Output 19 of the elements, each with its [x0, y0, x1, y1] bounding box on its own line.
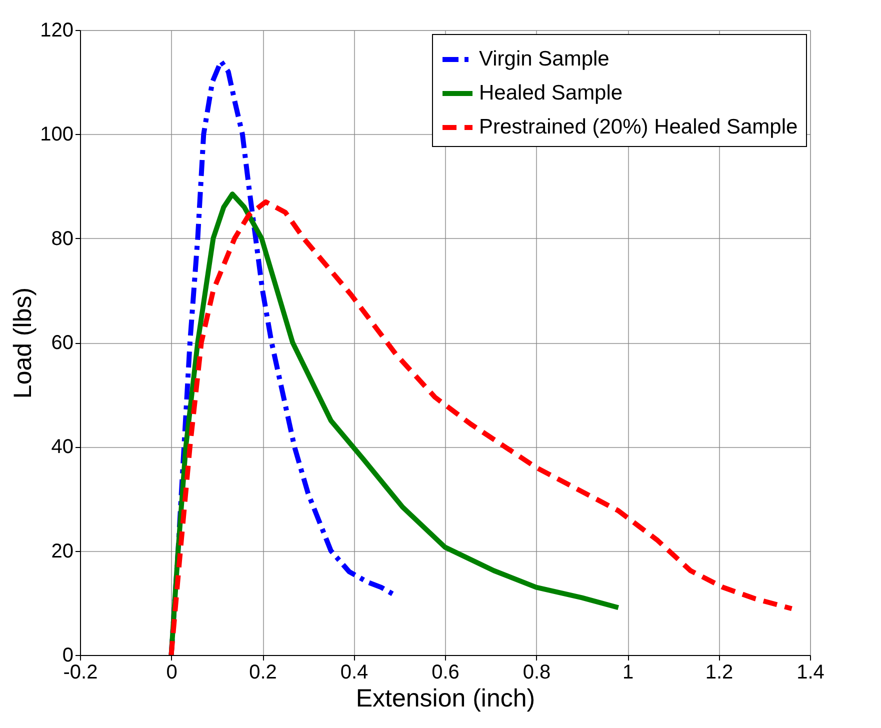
x-tick-label: 0.8 [522, 662, 551, 684]
legend-label: Prestrained (20%) Healed Sample [479, 116, 798, 138]
legend-label: Virgin Sample [479, 48, 610, 70]
y-tick-label: 60 [51, 332, 74, 354]
x-tick-label: 1.4 [796, 662, 824, 684]
y-tick-label: 120 [40, 20, 74, 42]
x-tick-label: 0.6 [432, 662, 460, 684]
x-tick-label: 0 [166, 662, 178, 684]
y-tick-label: 100 [40, 124, 74, 146]
x-tick-label: 1.2 [705, 662, 734, 684]
x-tick-label: 1 [622, 662, 634, 684]
legend-label: Healed Sample [479, 82, 623, 104]
y-tick-label: 40 [51, 436, 74, 458]
x-tick-label: 0.4 [340, 662, 368, 684]
x-tick-label: 0.2 [249, 662, 277, 684]
y-tick-label: 80 [51, 228, 74, 250]
y-axis-title: Load (lbs) [9, 287, 38, 399]
y-tick-label: 20 [51, 540, 74, 562]
x-axis-title: Extension (inch) [356, 684, 536, 712]
